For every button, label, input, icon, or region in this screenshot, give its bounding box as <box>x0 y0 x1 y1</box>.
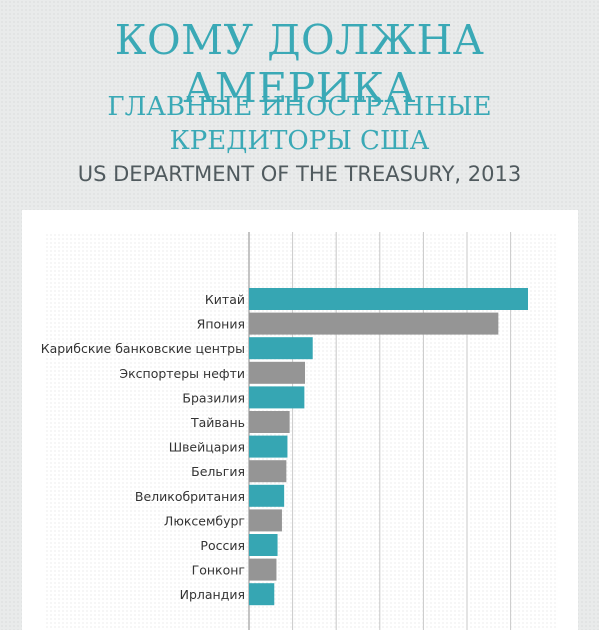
subtitle-line-2: КРЕДИТОРЫ США <box>169 126 430 156</box>
category-label: Гонконг <box>192 563 245 578</box>
bar <box>249 460 287 483</box>
bar <box>249 337 313 360</box>
page-subtitle: ГЛАВНЫЕ ИНОСТРАННЫЕ КРЕДИТОРЫ США <box>0 90 599 158</box>
bar <box>249 484 285 507</box>
bar <box>249 386 305 409</box>
bar <box>249 534 278 556</box>
bar <box>249 558 277 581</box>
category-label: Карибские банковские центры <box>41 341 245 356</box>
source-caption: US DEPARTMENT OF THE TREASURY, 2013 <box>77 162 522 186</box>
category-label: Швейцария <box>169 440 245 455</box>
bar <box>249 312 499 335</box>
bar <box>249 583 275 606</box>
category-label: Великобритания <box>135 489 245 504</box>
category-label: Россия <box>200 538 245 553</box>
chart-card: Китай Япония Карибские банковские центры Эк… <box>22 210 578 630</box>
bar <box>249 288 528 310</box>
bar <box>249 361 306 384</box>
category-label: Люксембург <box>164 513 245 528</box>
bar <box>249 509 282 532</box>
bar-chart: Китай Япония Карибские банковские центры Эк… <box>41 232 556 630</box>
category-label: Ирландия <box>180 587 245 602</box>
category-label: Япония <box>197 317 245 332</box>
category-label: Тайвань <box>190 415 245 430</box>
bar <box>249 435 288 458</box>
page-title: КОМУ ДОЛЖНА АМЕРИКА <box>114 16 485 112</box>
bar <box>249 411 290 433</box>
category-label: Бельгия <box>191 464 245 479</box>
category-label: Экспортеры нефти <box>119 366 245 381</box>
subtitle-line-1: ГЛАВНЫЕ ИНОСТРАННЫЕ <box>107 92 492 122</box>
category-label: Бразилия <box>182 390 245 405</box>
category-label: Китай <box>205 292 245 307</box>
